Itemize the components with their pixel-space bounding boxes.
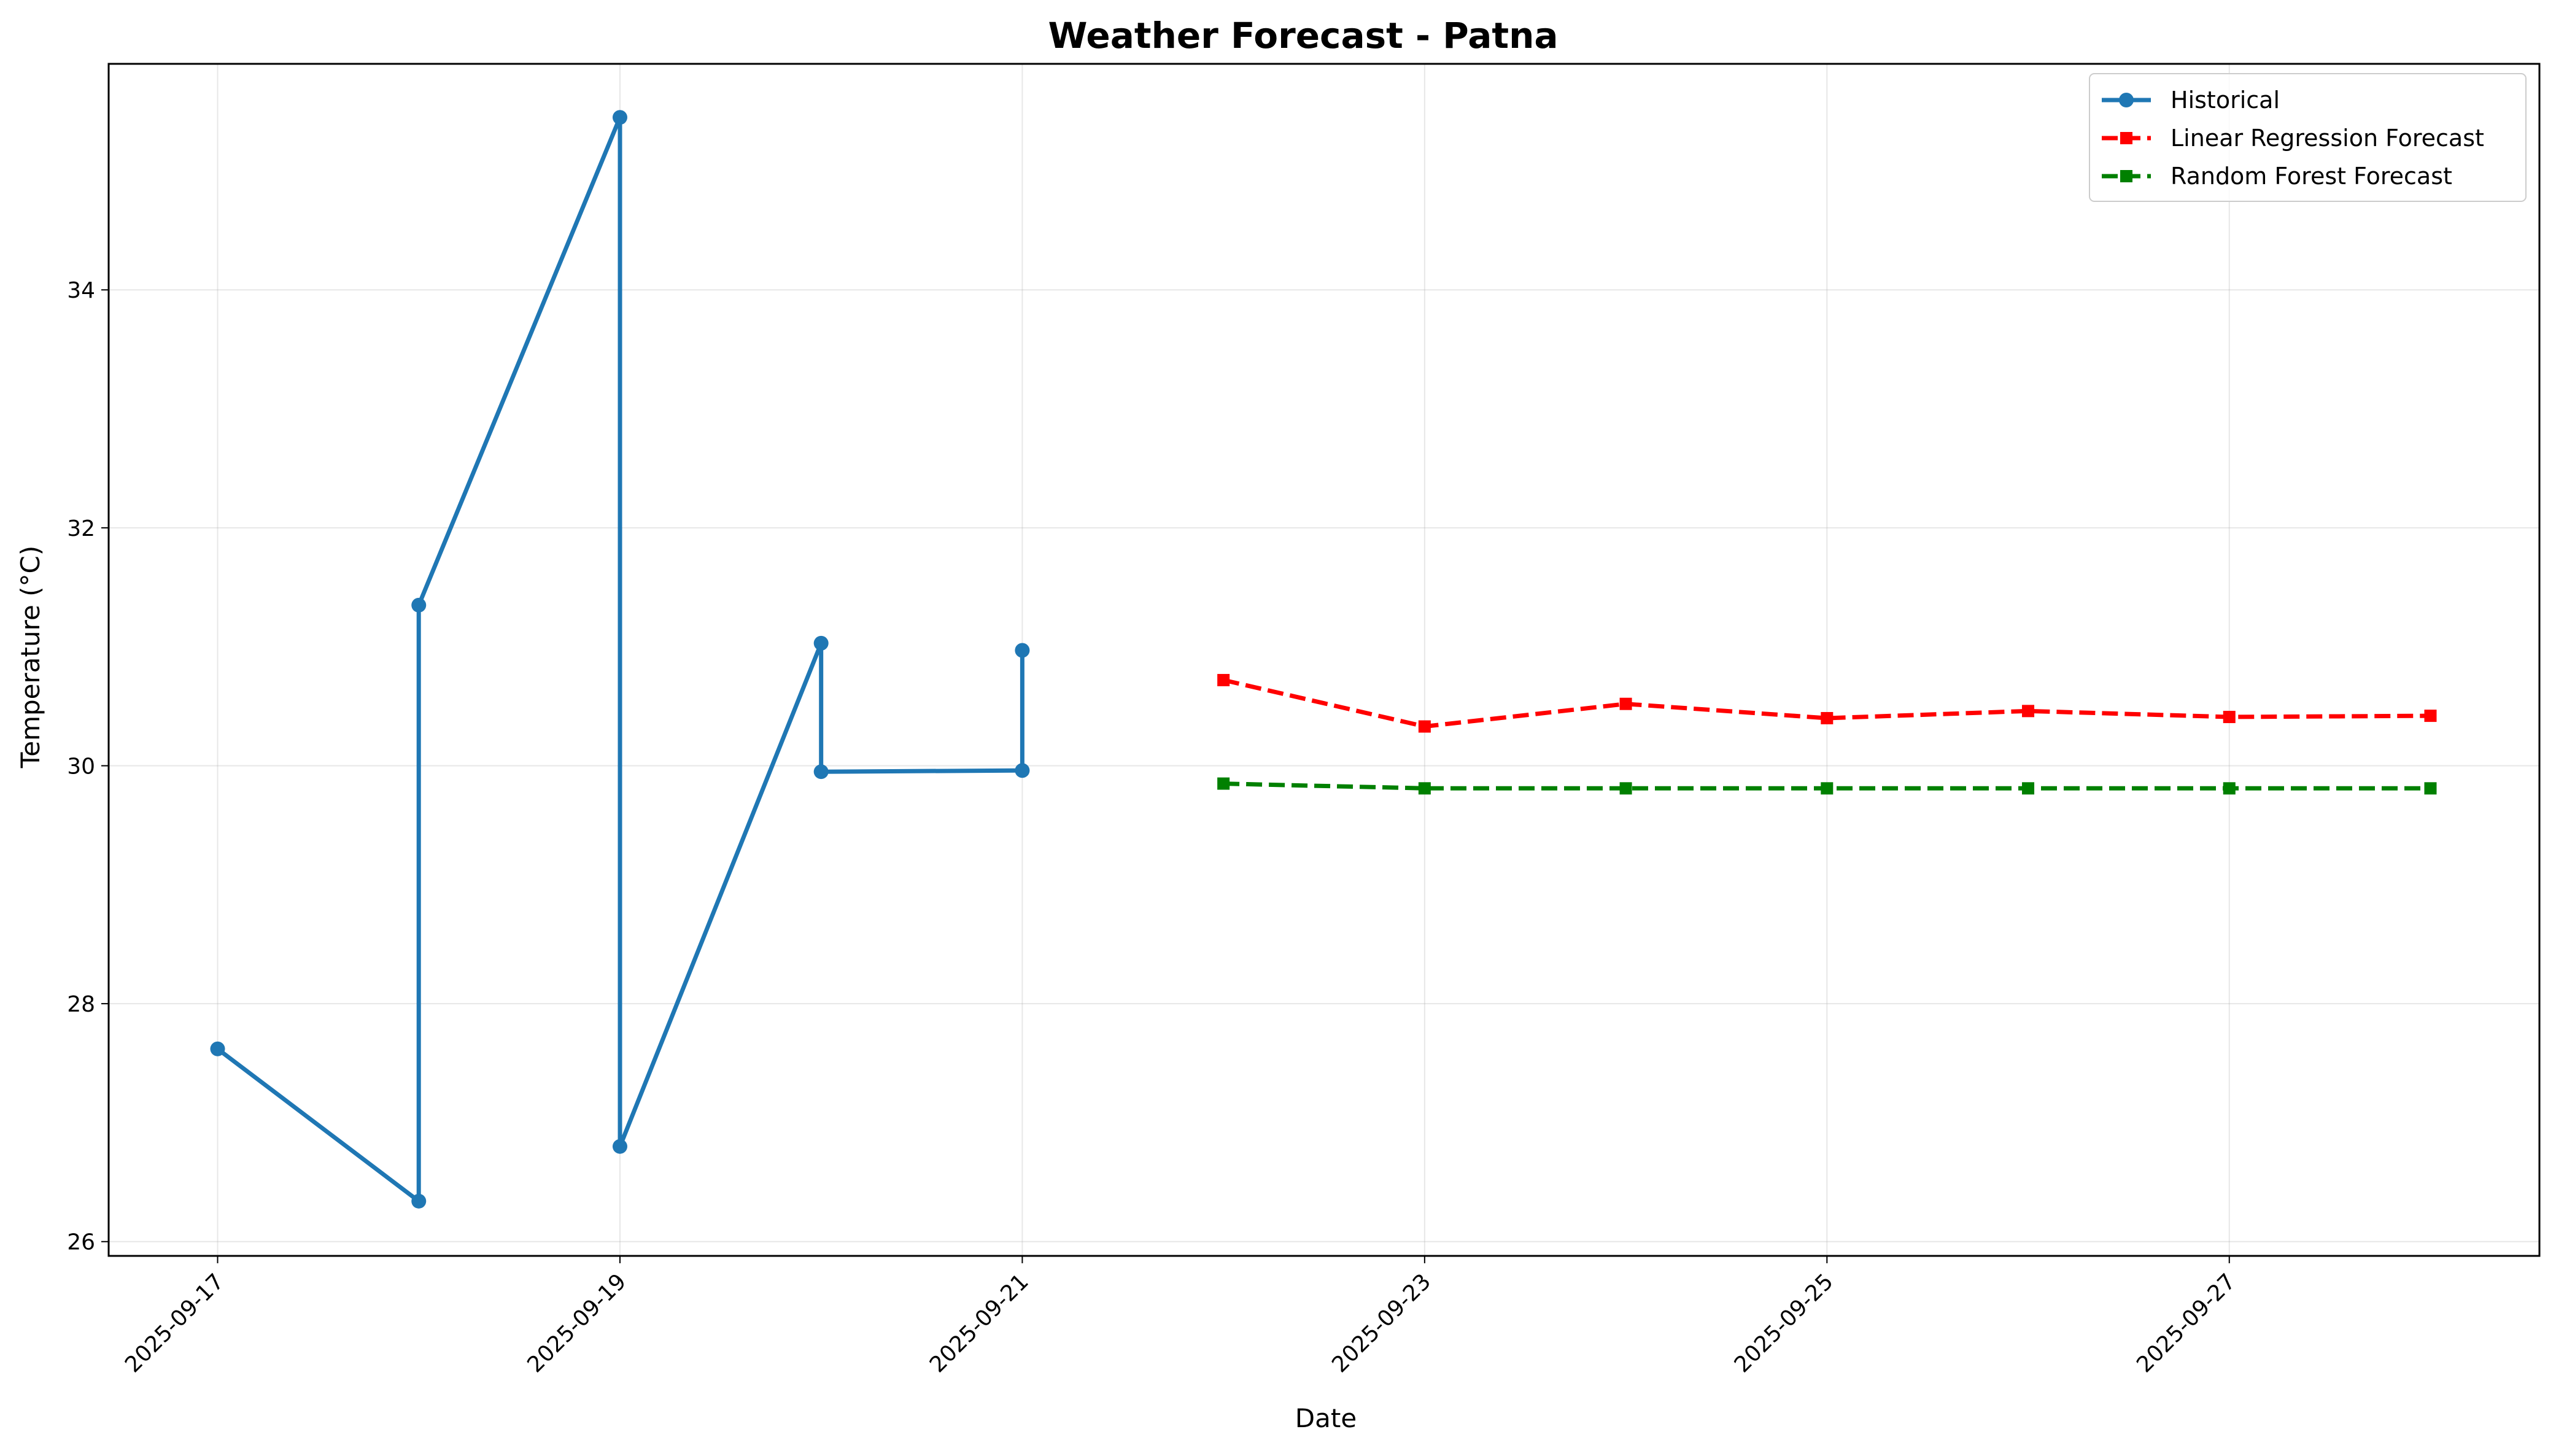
data-point bbox=[813, 764, 829, 780]
data-point bbox=[2022, 782, 2035, 795]
y-tick-label: 30 bbox=[67, 754, 95, 779]
legend: Historical Linear Regression Forecast Rand… bbox=[2089, 73, 2527, 202]
legend-label: Random Forest Forecast bbox=[2171, 163, 2452, 190]
series-layer bbox=[210, 110, 2437, 1209]
data-point bbox=[1821, 782, 1834, 795]
data-point bbox=[2022, 705, 2035, 718]
series-historical bbox=[210, 110, 1030, 1209]
legend-label: Linear Regression Forecast bbox=[2171, 125, 2484, 152]
data-point bbox=[1015, 643, 1030, 658]
data-point bbox=[612, 1139, 627, 1154]
data-point bbox=[1821, 711, 1834, 724]
grid bbox=[109, 64, 2539, 1256]
chart-title: Weather Forecast - Patna bbox=[1048, 15, 1558, 56]
data-point bbox=[1619, 782, 1632, 795]
legend-marker bbox=[2119, 93, 2134, 107]
y-tick-label: 26 bbox=[67, 1230, 95, 1255]
data-point bbox=[2424, 782, 2437, 795]
data-point bbox=[813, 635, 829, 651]
data-point bbox=[1217, 673, 1230, 686]
data-point bbox=[411, 597, 427, 613]
y-tick-label: 32 bbox=[67, 516, 95, 541]
y-axis-label: Temperature (°C) bbox=[15, 546, 45, 769]
data-point bbox=[2223, 711, 2236, 724]
legend-box bbox=[2089, 73, 2527, 202]
series-linear-regression-forecast bbox=[1217, 673, 2437, 733]
data-point bbox=[2223, 782, 2236, 795]
data-point bbox=[1217, 777, 1230, 790]
plot-frame bbox=[107, 63, 2541, 1257]
data-point bbox=[210, 1041, 225, 1056]
y-tick-label: 28 bbox=[67, 992, 95, 1017]
legend-marker bbox=[2120, 170, 2132, 182]
data-point bbox=[1619, 697, 1632, 710]
data-point bbox=[411, 1193, 427, 1209]
data-point bbox=[1418, 720, 1431, 733]
data-point bbox=[2424, 710, 2437, 722]
data-point bbox=[1418, 782, 1431, 795]
legend-marker bbox=[2120, 132, 2132, 144]
data-point bbox=[1015, 763, 1030, 778]
data-point bbox=[612, 110, 627, 125]
legend-label: Historical bbox=[2171, 87, 2280, 114]
series-random-forest-forecast bbox=[1217, 777, 2437, 795]
x-axis-label: Date bbox=[1295, 1403, 1357, 1433]
y-tick-label: 34 bbox=[67, 278, 95, 303]
